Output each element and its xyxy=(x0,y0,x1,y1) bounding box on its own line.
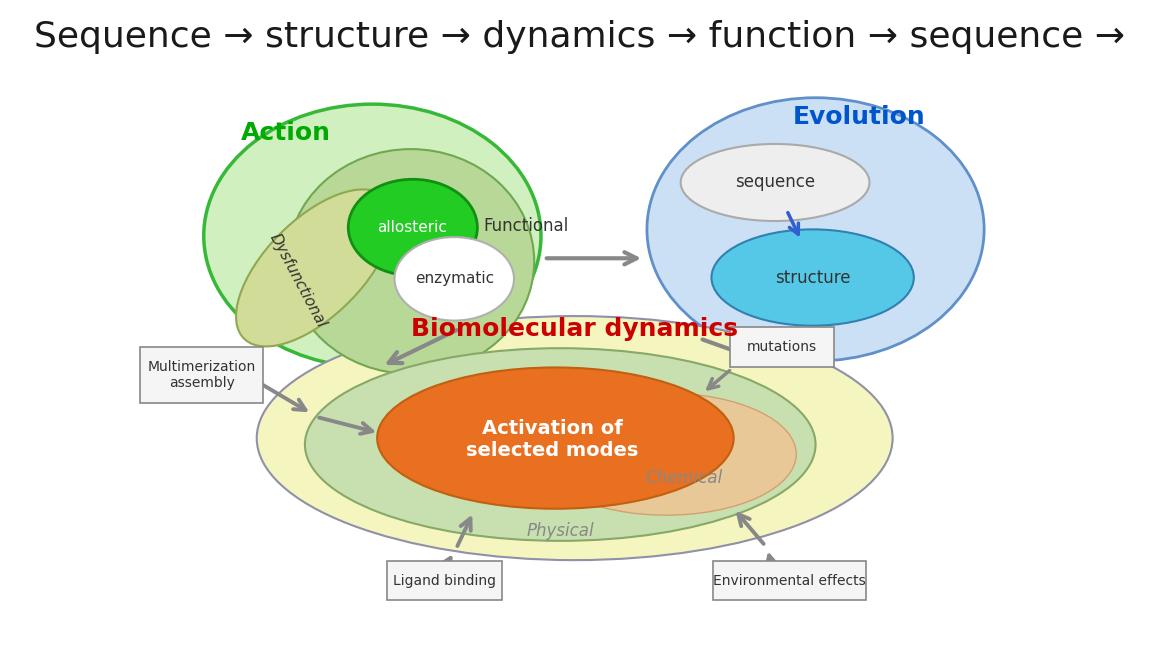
Ellipse shape xyxy=(712,230,913,326)
Ellipse shape xyxy=(377,368,734,509)
FancyBboxPatch shape xyxy=(714,561,866,600)
FancyBboxPatch shape xyxy=(140,347,263,403)
FancyBboxPatch shape xyxy=(730,327,833,367)
Ellipse shape xyxy=(257,316,892,560)
Text: enzymatic: enzymatic xyxy=(415,272,494,286)
Ellipse shape xyxy=(204,104,541,368)
Text: structure: structure xyxy=(775,268,851,286)
Text: Physical: Physical xyxy=(526,522,595,541)
Text: Sequence → structure → dynamics → function → sequence →: Sequence → structure → dynamics → functi… xyxy=(34,20,1125,54)
Text: sequence: sequence xyxy=(735,174,815,192)
Text: Ligand binding: Ligand binding xyxy=(393,573,496,588)
Text: Action: Action xyxy=(241,121,330,145)
Ellipse shape xyxy=(647,98,984,361)
Ellipse shape xyxy=(305,348,816,541)
Text: Activation of: Activation of xyxy=(482,419,622,438)
Ellipse shape xyxy=(287,149,534,374)
Text: Multimerization
assembly: Multimerization assembly xyxy=(147,360,256,390)
Text: Environmental effects: Environmental effects xyxy=(713,573,866,588)
Text: selected modes: selected modes xyxy=(466,441,639,461)
Text: Functional: Functional xyxy=(483,217,568,235)
Text: mutations: mutations xyxy=(746,340,817,354)
Ellipse shape xyxy=(537,393,796,515)
Ellipse shape xyxy=(680,144,869,221)
Text: Chemical: Chemical xyxy=(644,469,722,487)
Text: Biomolecular dynamics: Biomolecular dynamics xyxy=(411,317,738,341)
Ellipse shape xyxy=(394,237,513,321)
Text: Evolution: Evolution xyxy=(793,105,925,129)
Ellipse shape xyxy=(348,179,478,275)
Ellipse shape xyxy=(236,190,393,346)
Text: allosteric: allosteric xyxy=(377,220,447,235)
FancyBboxPatch shape xyxy=(387,561,502,600)
Text: Dysfunctional: Dysfunctional xyxy=(267,231,329,330)
